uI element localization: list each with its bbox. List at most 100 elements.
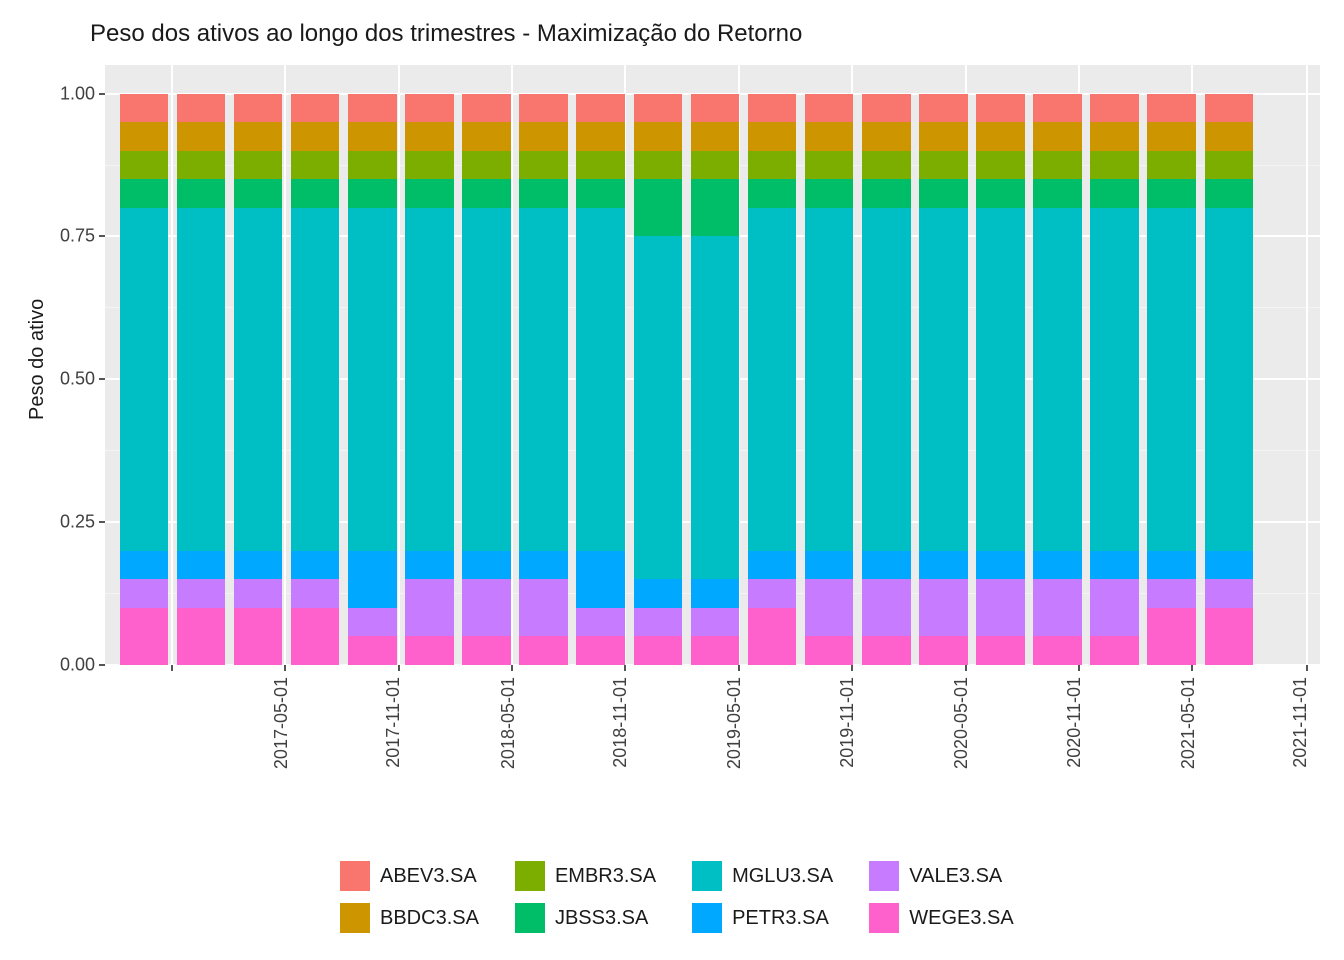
bar-segment xyxy=(691,94,740,123)
x-tick-label: 2021-11-01 xyxy=(1290,677,1311,768)
x-tick-label: 2020-11-01 xyxy=(1064,677,1085,768)
bar-segment xyxy=(1205,208,1254,551)
legend-label: MGLU3.SA xyxy=(732,865,833,888)
bar-segment xyxy=(177,122,226,151)
bar-segment xyxy=(291,179,340,208)
legend-label: WEGE3.SA xyxy=(909,907,1013,930)
bar-segment xyxy=(519,151,568,180)
bar-segment xyxy=(1090,179,1139,208)
x-tick-mark xyxy=(171,665,173,671)
bar-segment xyxy=(634,579,683,608)
x-tick-label: 2017-05-01 xyxy=(271,677,292,769)
bar-segment xyxy=(1205,608,1254,665)
bar-segment xyxy=(120,551,169,580)
bar-segment xyxy=(120,151,169,180)
bar-segment xyxy=(862,551,911,580)
bar-segment xyxy=(634,151,683,180)
legend-swatch xyxy=(340,903,370,933)
bar-segment xyxy=(177,208,226,551)
bar-segment xyxy=(976,208,1025,551)
bar-segment xyxy=(919,636,968,665)
x-tick-mark xyxy=(851,665,853,671)
bar-segment xyxy=(234,94,283,123)
bar-segment xyxy=(919,179,968,208)
bar-segment xyxy=(177,94,226,123)
x-tick-label: 2021-05-01 xyxy=(1179,677,1200,769)
bar-segment xyxy=(576,608,625,637)
bar-segment xyxy=(234,579,283,608)
bar-segment xyxy=(1090,208,1139,551)
bar-segment xyxy=(291,151,340,180)
bar-segment xyxy=(919,122,968,151)
plot-panel xyxy=(105,65,1320,665)
legend-item: MGLU3.SA xyxy=(692,858,833,894)
bar-segment xyxy=(1090,94,1139,123)
bar-segment xyxy=(405,94,454,123)
bar-segment xyxy=(177,579,226,608)
bar-segment xyxy=(1033,636,1082,665)
legend-label: ABEV3.SA xyxy=(380,865,477,888)
bar-segment xyxy=(519,579,568,636)
bar-segment xyxy=(576,208,625,551)
chart-title: Peso dos ativos ao longo dos trimestres … xyxy=(90,20,802,48)
bar-segment xyxy=(462,122,511,151)
bar-segment xyxy=(348,608,397,637)
legend-swatch xyxy=(869,903,899,933)
bar-segment xyxy=(348,179,397,208)
x-tick-mark xyxy=(1078,665,1080,671)
bar-segment xyxy=(462,551,511,580)
bar-segment xyxy=(120,579,169,608)
bar-segment xyxy=(691,179,740,236)
bar-segment xyxy=(634,179,683,236)
bar-segment xyxy=(462,94,511,123)
bar-segment xyxy=(576,94,625,123)
bar-segment xyxy=(462,151,511,180)
bar-segment xyxy=(576,179,625,208)
bar-segment xyxy=(120,179,169,208)
bar-segment xyxy=(748,208,797,551)
bar-segment xyxy=(862,636,911,665)
bar-segment xyxy=(576,122,625,151)
x-tick-label: 2019-05-01 xyxy=(724,677,745,769)
bar-segment xyxy=(1033,579,1082,636)
bar-segment xyxy=(919,151,968,180)
bar-segment xyxy=(576,551,625,608)
legend-item: ABEV3.SA xyxy=(340,858,479,894)
bar-segment xyxy=(291,551,340,580)
bar-segment xyxy=(405,179,454,208)
bar-segment xyxy=(976,151,1025,180)
bar-segment xyxy=(1090,551,1139,580)
bar-segment xyxy=(805,551,854,580)
y-tick-label: 1.00 xyxy=(35,83,95,104)
bar-segment xyxy=(748,608,797,665)
bar-segment xyxy=(462,579,511,636)
bar-segment xyxy=(1033,551,1082,580)
grid-major-v xyxy=(1306,65,1308,665)
bar-segment xyxy=(291,94,340,123)
bar-segment xyxy=(1205,179,1254,208)
bar-segment xyxy=(291,608,340,665)
bar-segment xyxy=(634,608,683,637)
bar-segment xyxy=(1147,208,1196,551)
bar-segment xyxy=(805,151,854,180)
x-tick-mark xyxy=(1306,665,1308,671)
bar-segment xyxy=(405,208,454,551)
x-tick-label: 2018-05-01 xyxy=(498,677,519,769)
bar-segment xyxy=(976,579,1025,636)
bar-segment xyxy=(634,122,683,151)
bar-segment xyxy=(1147,94,1196,123)
grid-major-v xyxy=(171,65,173,665)
bar-segment xyxy=(1205,579,1254,608)
bar-segment xyxy=(805,636,854,665)
x-tick-label: 2018-11-01 xyxy=(610,677,631,768)
x-tick-mark xyxy=(1191,665,1193,671)
bar-segment xyxy=(748,151,797,180)
y-axis-label: Peso do ativo xyxy=(26,299,49,420)
bar-segment xyxy=(919,208,968,551)
bar-segment xyxy=(1033,151,1082,180)
bar-segment xyxy=(862,179,911,208)
bar-segment xyxy=(748,579,797,608)
bar-segment xyxy=(234,608,283,665)
bar-segment xyxy=(234,208,283,551)
bar-segment xyxy=(519,122,568,151)
